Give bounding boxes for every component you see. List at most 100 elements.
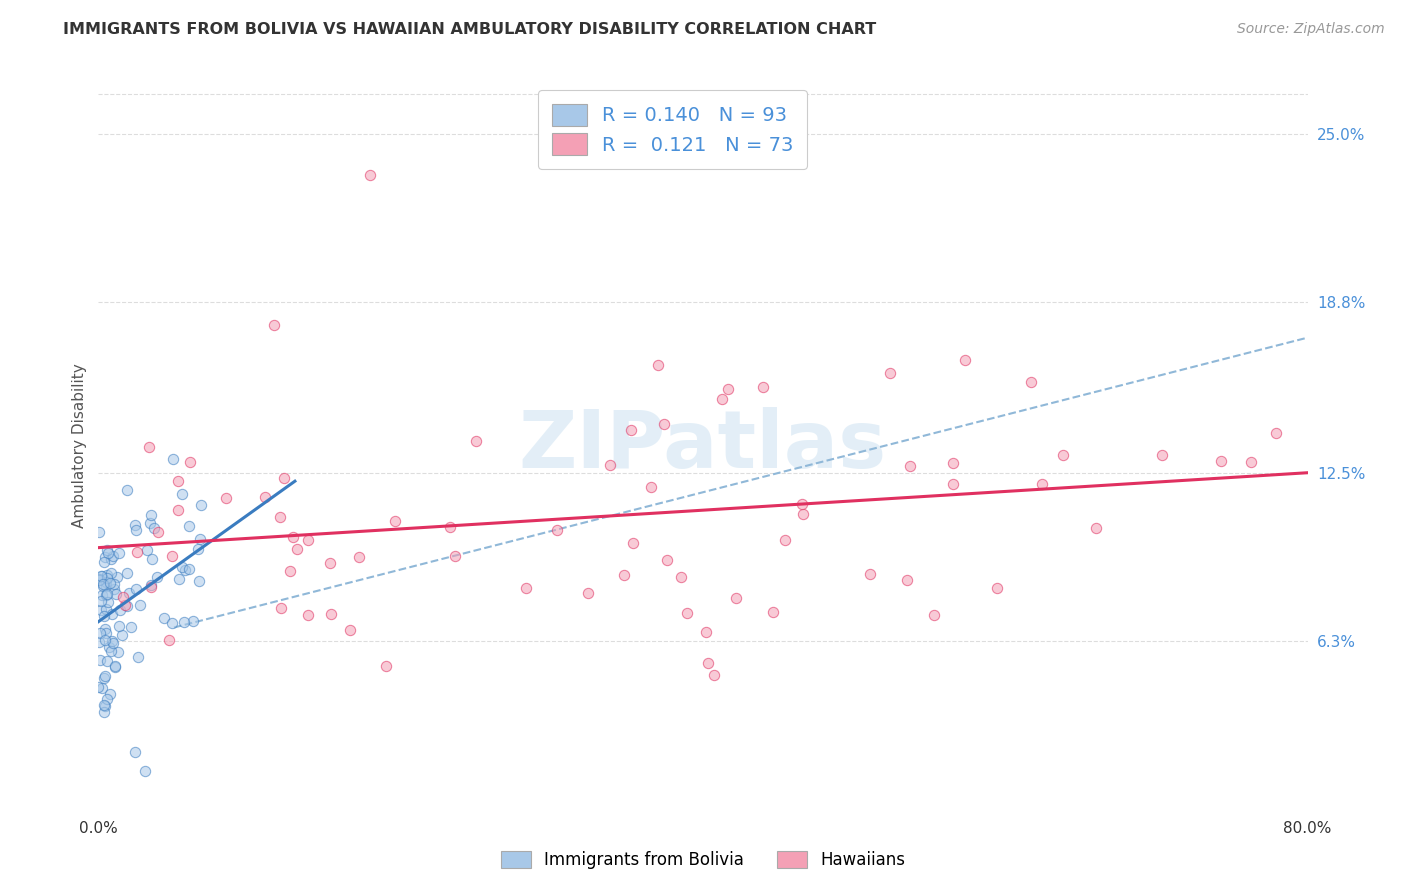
Point [1052, 449, 1074, 463]
Point [160, 549, 183, 563]
Point [270, 601, 292, 615]
Point [97, 546, 120, 560]
Point [89, 525, 111, 540]
Point [179, 562, 201, 576]
Point [695, 624, 717, 639]
Point [87, 680, 110, 694]
Point [374, 659, 396, 673]
Point [146, 570, 169, 584]
Point [859, 566, 882, 581]
Point [697, 656, 720, 670]
Point [792, 497, 814, 511]
Point [773, 533, 796, 547]
Point [384, 514, 406, 528]
Point [98, 576, 121, 591]
Text: Source: ZipAtlas.com: Source: ZipAtlas.com [1237, 22, 1385, 37]
Point [898, 458, 921, 473]
Point [173, 615, 195, 629]
Point [986, 581, 1008, 595]
Point [128, 598, 150, 612]
Point [100, 644, 122, 658]
Point [91, 579, 114, 593]
Y-axis label: Ambulatory Disability: Ambulatory Disability [72, 364, 87, 528]
Point [162, 452, 184, 467]
Point [167, 475, 190, 489]
Point [111, 628, 134, 642]
Point [105, 570, 128, 584]
Point [141, 508, 163, 522]
Point [91, 681, 114, 696]
Legend: Immigrants from Bolivia, Hawaiians: Immigrants from Bolivia, Hawaiians [491, 841, 915, 880]
Point [146, 525, 169, 540]
Point [752, 380, 775, 394]
Point [655, 553, 678, 567]
Point [167, 503, 190, 517]
Point [139, 516, 162, 531]
Text: IMMIGRANTS FROM BOLIVIA VS HAWAIIAN AMBULATORY DISABILITY CORRELATION CHART: IMMIGRANTS FROM BOLIVIA VS HAWAIIAN AMBU… [63, 22, 876, 37]
Point [94, 669, 117, 683]
Point [97, 640, 120, 655]
Point [269, 510, 291, 524]
Point [90, 568, 112, 582]
Point [115, 599, 138, 613]
Point [135, 542, 157, 557]
Point [90, 603, 112, 617]
Point [94, 602, 117, 616]
Point [444, 549, 467, 563]
Point [159, 632, 181, 647]
Point [1152, 448, 1174, 462]
Point [896, 573, 918, 587]
Point [621, 535, 644, 549]
Text: ZIPatlas: ZIPatlas [519, 407, 887, 485]
Point [94, 626, 117, 640]
Legend: R = 0.140   N = 93, R =  0.121   N = 73: R = 0.140 N = 93, R = 0.121 N = 73 [538, 90, 807, 169]
Point [93, 698, 115, 712]
Point [613, 568, 636, 582]
Point [349, 550, 371, 565]
Point [942, 456, 965, 470]
Point [1019, 376, 1042, 390]
Point [162, 616, 184, 631]
Point [104, 659, 127, 673]
Point [91, 576, 114, 591]
Point [93, 555, 115, 569]
Point [89, 634, 111, 648]
Point [90, 568, 112, 582]
Point [281, 530, 304, 544]
Point [96, 587, 118, 601]
Point [879, 366, 901, 380]
Point [94, 574, 117, 589]
Point [716, 382, 738, 396]
Point [103, 577, 125, 591]
Point [120, 620, 142, 634]
Point [117, 483, 139, 497]
Point [105, 587, 128, 601]
Point [100, 551, 122, 566]
Point [125, 523, 148, 537]
Point [103, 582, 125, 596]
Point [190, 498, 212, 512]
Point [254, 491, 277, 505]
Point [1209, 454, 1232, 468]
Point [90, 593, 112, 607]
Point [179, 455, 201, 469]
Point [94, 632, 117, 647]
Point [922, 607, 945, 622]
Point [671, 570, 693, 584]
Point [285, 542, 308, 557]
Point [297, 533, 319, 548]
Point [181, 614, 204, 628]
Point [117, 566, 139, 580]
Point [703, 667, 725, 681]
Point [273, 471, 295, 485]
Point [127, 650, 149, 665]
Point [118, 586, 141, 600]
Point [127, 545, 149, 559]
Point [112, 590, 135, 604]
Point [640, 480, 662, 494]
Point [96, 588, 118, 602]
Point [108, 545, 131, 559]
Point [93, 705, 115, 719]
Point [172, 486, 194, 500]
Point [263, 318, 285, 333]
